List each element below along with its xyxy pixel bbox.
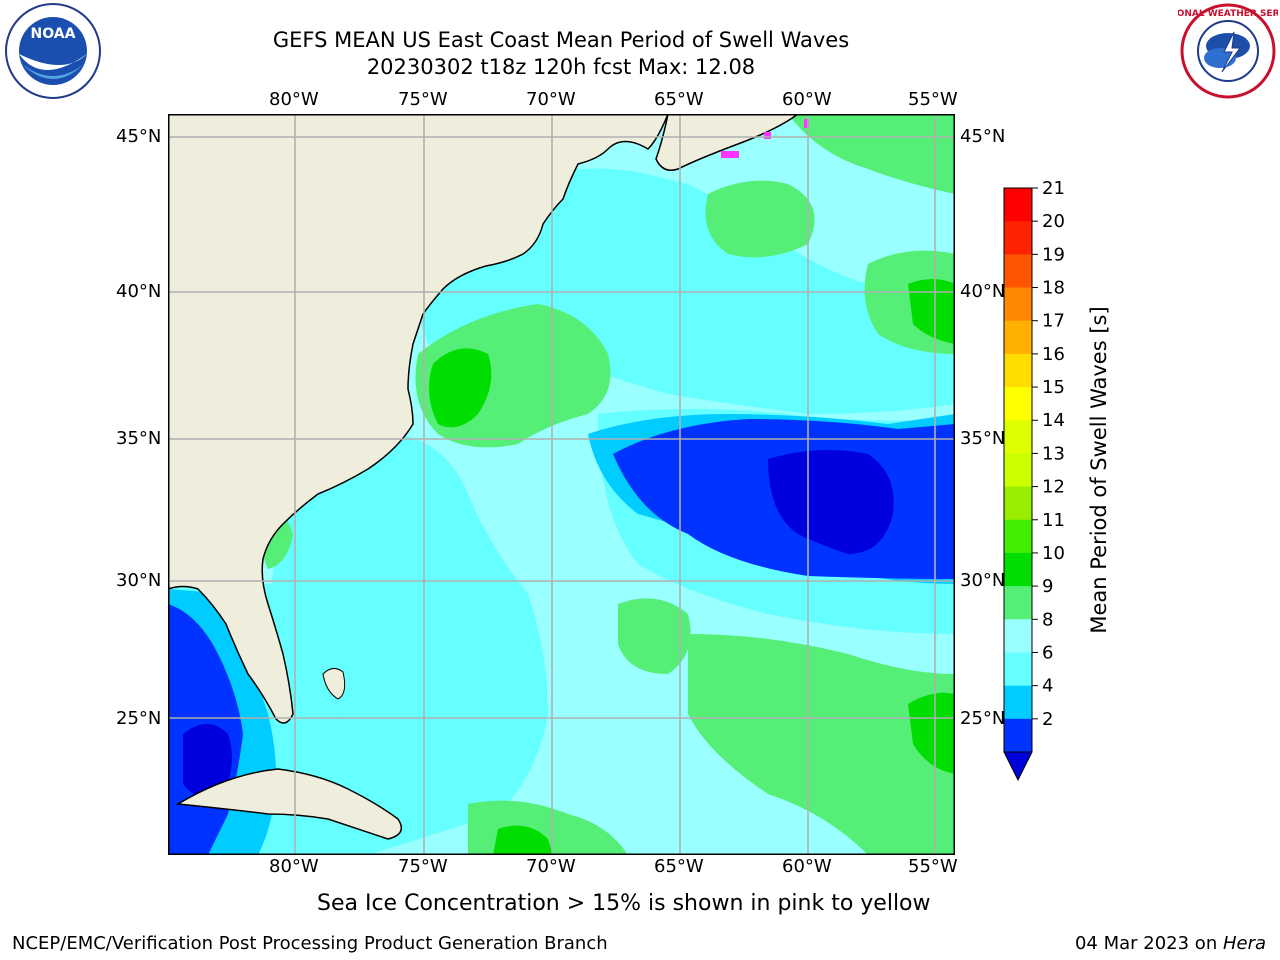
swell-region-9-10-b [705, 180, 815, 258]
lon-label-bottom: 55°W [908, 856, 958, 877]
colorbar-segment [1004, 552, 1032, 587]
lon-label-top: 65°W [654, 89, 704, 110]
colorbar-tick-label: 12 [1042, 477, 1065, 498]
colorbar-segment [1004, 188, 1032, 222]
lat-label-left: 45°N [116, 126, 162, 147]
lon-label-top: 80°W [269, 89, 319, 110]
sea-ice-caption: Sea Ice Concentration > 15% is shown in … [317, 891, 931, 916]
colorbar-segment [1004, 287, 1032, 322]
lon-label-top: 70°W [526, 89, 576, 110]
colorbar-tick-label: 19 [1042, 244, 1065, 265]
swell-region-9-10-c [788, 114, 955, 194]
lat-label-left: 30°N [116, 570, 162, 591]
land-north-america [168, 114, 669, 724]
colorbar-segment [1004, 221, 1032, 255]
sea-ice-patch [804, 119, 809, 128]
swell-region-9-10-e [618, 598, 691, 674]
colorbar-segment [1004, 453, 1032, 488]
swell-region-below-2-east [768, 450, 894, 554]
colorbar-segment [1004, 320, 1032, 355]
swell-region-10-11-d [493, 825, 553, 855]
sea-ice-patch [721, 151, 739, 158]
chart-title: GEFS MEAN US East Coast Mean Period of S… [272, 28, 850, 52]
land-cuba [175, 768, 403, 840]
colorbar-label: Mean Period of Swell Waves [s] [1087, 306, 1111, 633]
noaa-logo: NOAA [5, 3, 101, 99]
colorbar-tick-label: 2 [1042, 709, 1053, 730]
colorbar-segment [1004, 652, 1032, 687]
swell-region-10-11-c [908, 692, 955, 774]
colorbar-segment [1004, 420, 1032, 454]
lat-label-left: 40°N [116, 281, 162, 302]
colorbar-segment [1004, 718, 1032, 753]
sea-ice-patch [764, 132, 771, 139]
lat-label-right: 25°N [960, 708, 1006, 729]
colorbar-segment [1004, 387, 1032, 421]
footer-machine: Hera [1222, 933, 1266, 954]
nws-logo: NATIONAL WEATHER SERVICE [1178, 3, 1278, 99]
lat-label-left: 25°N [116, 708, 162, 729]
colorbar-frame [1003, 187, 1033, 753]
colorbar-segment [1004, 619, 1032, 653]
colorbar-segment [1004, 353, 1032, 388]
lat-label-right: 35°N [960, 428, 1006, 449]
colorbar-tick-label: 18 [1042, 278, 1065, 299]
colorbar-tick-label: 14 [1042, 410, 1065, 431]
colorbar-tick-label: 13 [1042, 443, 1065, 464]
colorbar-tick-label: 16 [1042, 344, 1065, 365]
chart-subtitle: 20230302 t18z 120h fcst Max: 12.08 [366, 55, 756, 79]
land-bahamas [322, 668, 346, 700]
nws-logo-text: NATIONAL WEATHER SERVICE [1178, 9, 1278, 19]
colorbar-segment [1004, 486, 1032, 521]
colorbar-tick-label: 11 [1042, 510, 1065, 531]
lat-label-left: 35°N [116, 428, 162, 449]
footer-date-text: 04 Mar 2023 on [1074, 933, 1223, 954]
footer-credit: NCEP/EMC/Verification Post Processing Pr… [12, 933, 608, 954]
footer-date: 04 Mar 2023 on Hera [1075, 933, 1266, 954]
lon-label-bottom: 70°W [526, 856, 576, 877]
colorbar-tick-label: 10 [1042, 543, 1065, 564]
colorbar-tick-label: 4 [1042, 676, 1053, 697]
colorbar-tick-label: 21 [1042, 180, 1065, 199]
colorbar-tick-label: 17 [1042, 311, 1065, 332]
lat-label-right: 45°N [960, 126, 1006, 147]
graticule [168, 114, 955, 855]
swell-region-10-11-a [429, 348, 492, 428]
colorbar-tick-label: 15 [1042, 377, 1065, 398]
map-frame [168, 114, 955, 855]
noaa-logo-text: NOAA [31, 26, 76, 42]
lon-label-top: 55°W [908, 89, 958, 110]
lon-label-bottom: 75°W [398, 856, 448, 877]
lon-label-top: 75°W [398, 89, 448, 110]
colorbar-segment [1004, 685, 1032, 720]
colorbar-tick-label: 6 [1042, 642, 1053, 663]
swell-region-below-2-gulf [183, 724, 232, 798]
map-panel [168, 114, 955, 855]
lon-label-bottom: 65°W [654, 856, 704, 877]
lat-label-right: 40°N [960, 281, 1006, 302]
colorbar-tick-label: 9 [1042, 576, 1053, 597]
colorbar-segment [1004, 254, 1032, 289]
colorbar-segment [1004, 519, 1032, 554]
colorbar-segment [1004, 586, 1032, 620]
colorbar: 21 20 19 18 17 16 15 14 13 12 11 10 9 8 6 4 2 Mean Perio… [1003, 180, 1111, 782]
lon-label-bottom: 80°W [269, 856, 319, 877]
colorbar-tick-label: 20 [1042, 211, 1065, 232]
colorbar-tick-label: 8 [1042, 609, 1053, 630]
swell-region-9-10-f [688, 634, 955, 855]
colorbar-extend-arrow [1003, 751, 1033, 782]
swell-region-10-11-b [908, 279, 955, 344]
lon-label-bottom: 60°W [782, 856, 832, 877]
lon-label-top: 60°W [782, 89, 832, 110]
lat-label-right: 30°N [960, 570, 1006, 591]
